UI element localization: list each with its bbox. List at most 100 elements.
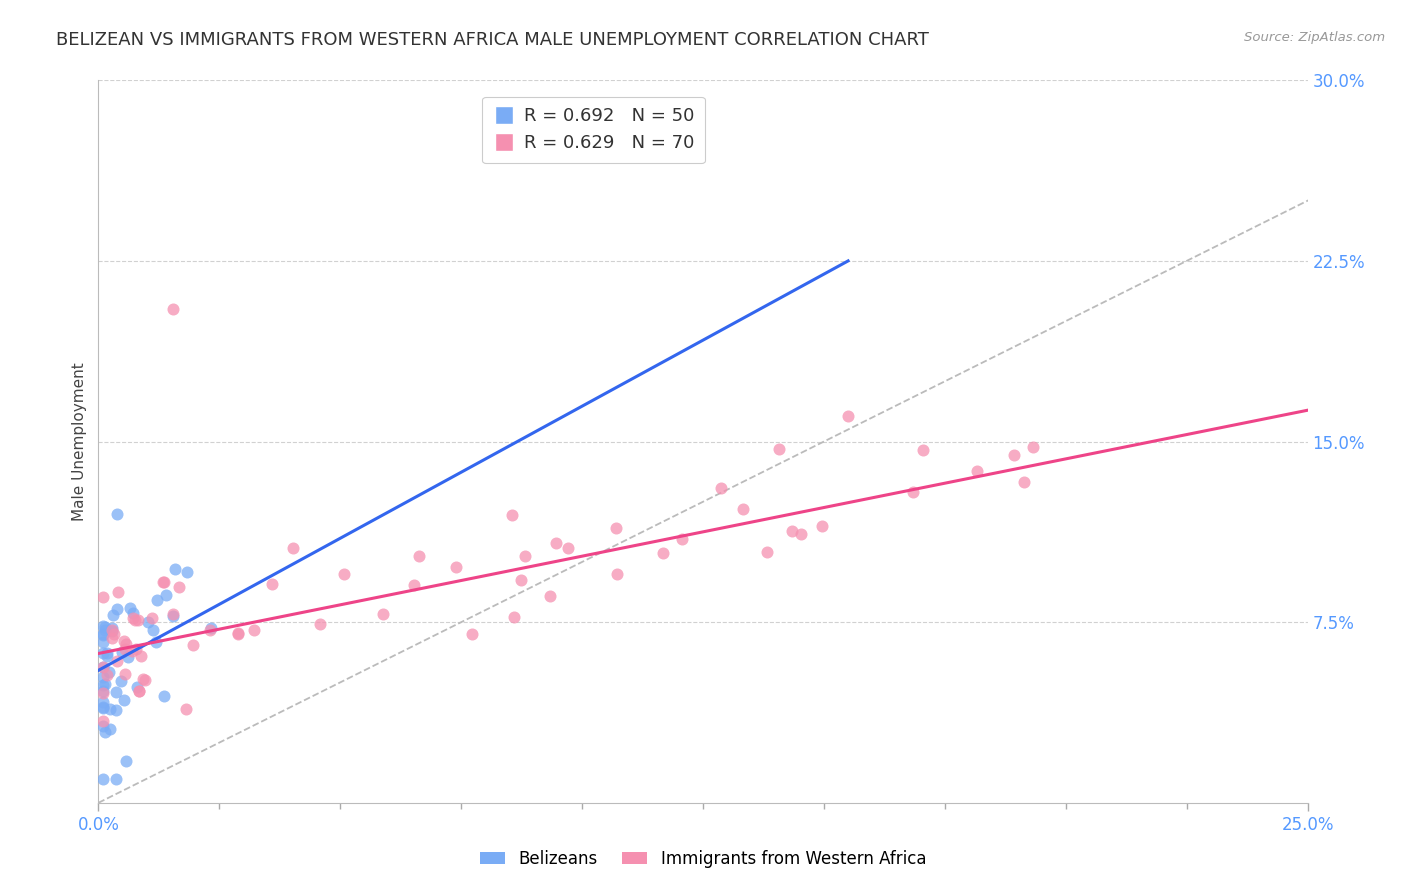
Point — [91, 695, 114, 709]
Point — [755, 544, 778, 558]
Point — [198, 624, 221, 638]
Point — [731, 501, 754, 516]
Point — [91, 684, 114, 698]
Point — [557, 541, 579, 555]
Point — [134, 673, 156, 687]
Point — [281, 541, 304, 556]
Point — [408, 549, 430, 563]
Point — [127, 613, 149, 627]
Point — [1012, 475, 1035, 490]
Point — [606, 567, 628, 582]
Point — [91, 700, 114, 714]
Point — [122, 606, 145, 620]
Point — [91, 686, 114, 700]
Point — [115, 637, 138, 651]
Point — [91, 646, 114, 660]
Point — [165, 562, 187, 576]
Point — [790, 527, 813, 541]
Point — [128, 684, 150, 698]
Point — [136, 615, 159, 629]
Point — [94, 624, 117, 638]
Point — [262, 577, 284, 591]
Point — [125, 641, 148, 656]
Point — [651, 546, 673, 560]
Point — [1022, 440, 1045, 454]
Point — [124, 613, 146, 627]
Point — [167, 580, 190, 594]
Point — [96, 667, 118, 681]
Point — [333, 566, 356, 581]
Point — [501, 508, 523, 523]
Point — [91, 772, 114, 786]
Point — [110, 674, 132, 689]
Point — [117, 650, 139, 665]
Point — [768, 442, 790, 457]
Point — [96, 646, 118, 660]
Point — [513, 549, 536, 563]
Point — [671, 532, 693, 546]
Point — [100, 623, 122, 637]
Point — [810, 518, 832, 533]
Point — [226, 626, 249, 640]
Point — [101, 621, 124, 635]
Point — [98, 665, 121, 679]
Point — [155, 588, 177, 602]
Point — [128, 684, 150, 698]
Point — [901, 484, 924, 499]
Point — [242, 623, 264, 637]
Point — [544, 535, 567, 549]
Legend: R = 0.692   N = 50, R = 0.629   N = 70: R = 0.692 N = 50, R = 0.629 N = 70 — [482, 96, 704, 163]
Point — [132, 672, 155, 686]
Point — [1002, 448, 1025, 462]
Point — [162, 301, 184, 317]
Point — [966, 464, 988, 478]
Point — [127, 680, 149, 694]
Point — [105, 602, 128, 616]
Point — [105, 772, 128, 786]
Point — [104, 685, 127, 699]
Legend: Belizeans, Immigrants from Western Africa: Belizeans, Immigrants from Western Afric… — [474, 844, 932, 875]
Point — [91, 719, 114, 733]
Point — [122, 611, 145, 625]
Point — [94, 724, 117, 739]
Point — [121, 643, 143, 657]
Point — [461, 627, 484, 641]
Point — [91, 670, 114, 684]
Point — [112, 693, 135, 707]
Point — [174, 702, 197, 716]
Point — [115, 754, 138, 768]
Point — [91, 635, 114, 649]
Point — [105, 703, 128, 717]
Point — [402, 578, 425, 592]
Point — [141, 610, 163, 624]
Point — [145, 593, 167, 607]
Point — [837, 409, 859, 423]
Point — [101, 607, 124, 622]
Point — [780, 524, 803, 538]
Point — [309, 616, 332, 631]
Point — [91, 714, 114, 728]
Y-axis label: Male Unemployment: Male Unemployment — [72, 362, 87, 521]
Point — [181, 638, 204, 652]
Point — [91, 678, 114, 692]
Point — [710, 481, 733, 495]
Point — [91, 660, 114, 674]
Point — [101, 631, 124, 645]
Point — [111, 644, 134, 658]
Point — [131, 649, 153, 664]
Point — [605, 520, 627, 534]
Point — [100, 624, 122, 638]
Point — [91, 627, 114, 641]
Point — [200, 621, 222, 635]
Point — [96, 648, 118, 663]
Point — [103, 627, 125, 641]
Point — [107, 584, 129, 599]
Point — [120, 600, 142, 615]
Point — [91, 618, 114, 632]
Point — [145, 634, 167, 648]
Point — [114, 641, 136, 656]
Point — [538, 589, 561, 603]
Text: Source: ZipAtlas.com: Source: ZipAtlas.com — [1244, 31, 1385, 45]
Point — [503, 610, 526, 624]
Point — [91, 699, 114, 714]
